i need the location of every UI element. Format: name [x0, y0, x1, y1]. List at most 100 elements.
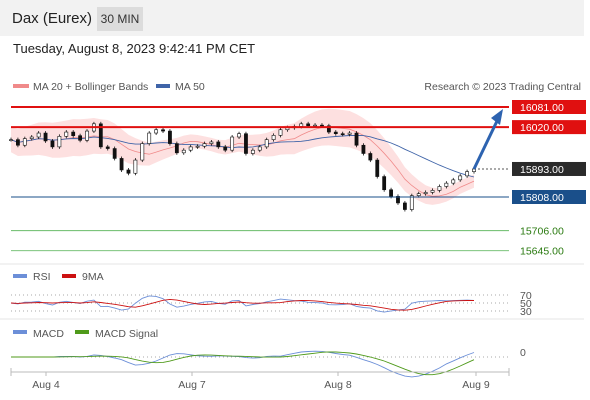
candle-body [168, 130, 172, 144]
credit-text: Research © 2023 Trading Central [424, 81, 581, 93]
price-layer [9, 108, 476, 212]
candle-body [105, 146, 110, 149]
candle-body [147, 132, 152, 144]
current-price-label: 15893.00 [520, 164, 564, 176]
current-price-tag [512, 161, 586, 176]
candle-body [126, 169, 131, 174]
candle-body [244, 133, 248, 154]
timeframe-button[interactable]: 30 MIN [97, 7, 143, 31]
macd-signal-legend-label: MACD Signal [95, 328, 158, 340]
candle-body [278, 129, 283, 136]
candle-body [209, 141, 214, 144]
candle-body [430, 190, 435, 193]
rsi-legend-label: RSI [33, 271, 51, 283]
macd-zero-label: 0 [520, 347, 526, 359]
candle-body [333, 131, 338, 135]
candle-body [320, 124, 324, 127]
candle-body [409, 195, 414, 210]
candle-body [375, 159, 380, 177]
x-tick-label: Aug 7 [178, 379, 206, 391]
candle-body [29, 136, 34, 139]
levels-layer: 16081.00 16020.00 15893.00 15808.00 15706.00… [11, 100, 586, 258]
candle-body [382, 176, 387, 191]
macd-legend-swatch [13, 330, 27, 334]
candle-body [237, 133, 241, 138]
rsi-level-label: 70 [520, 290, 532, 302]
candle-body [230, 136, 235, 151]
macd-layer: 0 [11, 347, 526, 378]
candle-body [85, 130, 89, 141]
rsi-line [10, 295, 475, 313]
candle-body [43, 132, 48, 142]
x-tick-label: Aug 4 [32, 379, 60, 391]
target-level-label: 15645.00 [520, 246, 564, 258]
x-axis-ticks: Aug 4 Aug 7 Aug 8 Aug 9 [10, 368, 510, 391]
candle-body [340, 133, 345, 136]
candle-body [368, 153, 373, 161]
candle-body [313, 124, 317, 127]
ma50-legend-swatch [156, 84, 170, 88]
x-tick-label: Aug 8 [324, 379, 352, 391]
candle-body [195, 145, 200, 148]
resistance-level-tag [512, 120, 586, 135]
candle-body [451, 179, 456, 184]
macd-line [11, 350, 475, 378]
candle-body [9, 139, 13, 141]
projection-arrow-shaft [472, 118, 500, 170]
candle-body [389, 189, 393, 197]
candle-body [50, 140, 55, 148]
candle-body [306, 123, 311, 127]
candle-body [202, 143, 207, 147]
chart-header: Dax (Eurex) 30 MIN [0, 0, 584, 36]
candle-body [161, 129, 165, 132]
rsi-legend-swatch [13, 274, 27, 278]
x-tick-label: Aug 9 [462, 379, 490, 391]
candle-body [22, 138, 27, 146]
candle-body [174, 143, 179, 154]
chart-title: Dax (Eurex) [12, 10, 93, 27]
chart-datetime: Tuesday, August 8, 2023 9:42:41 PM CET [13, 41, 256, 56]
candle-body [347, 132, 352, 135]
candle-body [36, 132, 41, 138]
candle-body [444, 182, 449, 187]
candle-body [326, 125, 331, 133]
candle-body [133, 159, 138, 174]
candle-body [257, 146, 262, 151]
candle-body [416, 193, 421, 196]
candle-body [64, 131, 69, 137]
rsi-ma-legend-swatch [62, 274, 76, 278]
support-level-tag [512, 190, 586, 204]
candle-body [271, 135, 276, 140]
candle-body [57, 136, 62, 148]
candle-body [71, 131, 76, 136]
rsi-level-label: 30 [520, 306, 532, 318]
candle-body [154, 129, 159, 134]
candle-body [264, 139, 269, 148]
rsi-ma-legend-label: 9MA [82, 271, 104, 283]
candle-body [396, 196, 400, 204]
bollinger-legend-label: MA 20 + Bollinger Bands [33, 81, 148, 93]
resistance-level-label: 16081.00 [520, 102, 564, 114]
candle-body [216, 141, 221, 148]
rsi-ma-line [10, 298, 474, 311]
projection-arrow-head [491, 109, 503, 125]
candle-body [423, 192, 428, 195]
ma50-legend-label: MA 50 [175, 81, 205, 93]
resistance-level-tag [512, 100, 586, 114]
rsi-level-label: 50 [520, 298, 532, 310]
candle-body [223, 146, 228, 151]
support-level-label: 15808.00 [520, 192, 564, 204]
candle-body [437, 186, 442, 191]
candle-body [354, 132, 359, 146]
candle-body [181, 149, 186, 154]
bollinger-legend-swatch [13, 84, 29, 88]
candle-body [250, 149, 255, 154]
candle-body [465, 171, 469, 177]
candle-body [188, 146, 193, 151]
candle-body [112, 148, 117, 159]
candle-body [119, 158, 124, 171]
candle-body [299, 123, 304, 127]
candle-body [361, 144, 366, 154]
macd-signal-line [11, 351, 475, 376]
